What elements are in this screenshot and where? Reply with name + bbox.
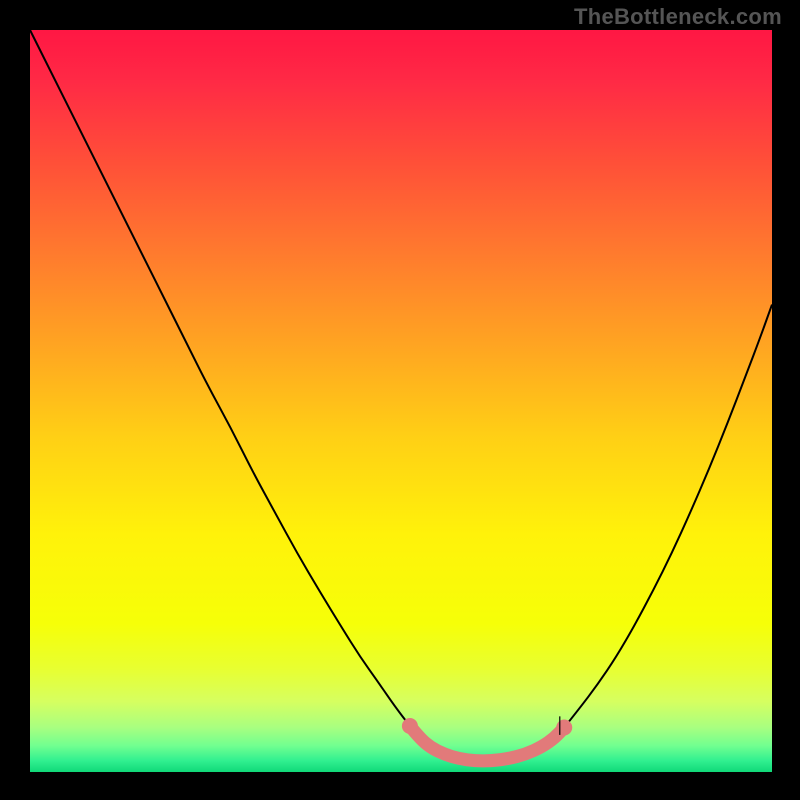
- bottleneck-chart: [0, 0, 800, 800]
- optimal-zone-dot-left: [402, 718, 418, 734]
- optimal-zone-dot-right: [556, 719, 572, 735]
- watermark-text: TheBottleneck.com: [574, 4, 782, 30]
- gradient-background: [30, 30, 772, 772]
